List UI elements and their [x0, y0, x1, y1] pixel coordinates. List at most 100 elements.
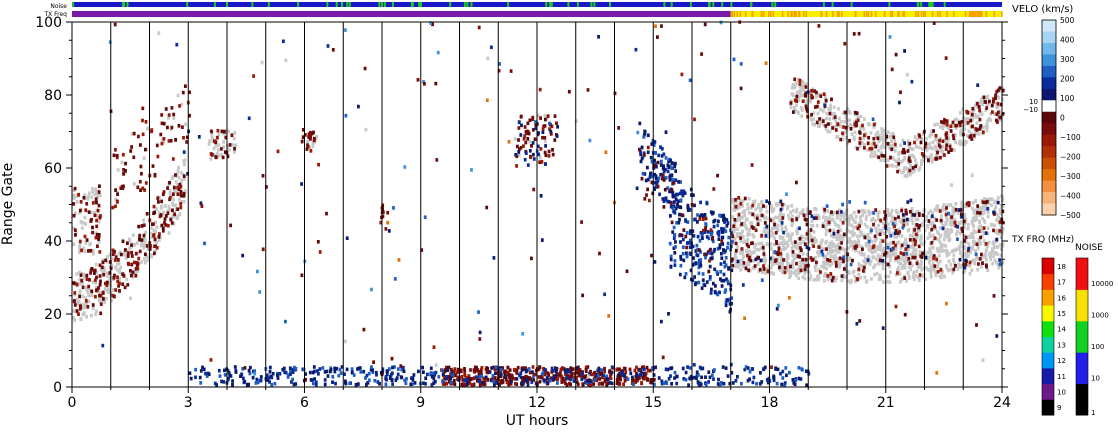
scatter-cell — [906, 244, 910, 249]
scatter-cell — [648, 175, 652, 180]
scatter-cell — [849, 123, 853, 127]
scatter-cell — [172, 197, 175, 202]
scatter-cell — [890, 163, 894, 168]
scatter-cell — [395, 376, 399, 380]
scatter-cell — [669, 214, 672, 218]
scatter-cell — [699, 382, 703, 387]
scatter-cell — [523, 134, 527, 138]
scatter-cell — [216, 151, 219, 156]
scatter-cell — [746, 366, 750, 370]
scatter-cell — [765, 216, 768, 221]
scatter-cell — [929, 209, 933, 213]
scatter-cell — [769, 242, 773, 246]
scatter-cell — [654, 185, 658, 189]
scatter-cell — [1001, 209, 1005, 214]
scatter-cell — [990, 247, 994, 251]
scatter-cell — [309, 378, 313, 382]
scatter-cell — [746, 207, 750, 211]
scatter-cell — [645, 193, 648, 197]
scatter-cell — [95, 270, 99, 275]
scatter-cell — [976, 267, 979, 272]
scatter-cell — [655, 164, 658, 169]
scatter-cell — [726, 374, 730, 378]
scatter-cell — [217, 132, 221, 137]
scatter-cell — [877, 155, 881, 160]
scatter-cell — [864, 217, 868, 221]
scatter-cell — [912, 155, 916, 159]
scatter-cell — [932, 129, 935, 133]
scatter-cell — [759, 241, 762, 246]
scatter-cell — [949, 124, 953, 128]
scatter-cell — [532, 187, 536, 192]
scatter-cell — [155, 245, 159, 250]
scatter-cell — [712, 187, 716, 191]
scatter-cell — [154, 229, 157, 234]
scatter-cell — [708, 251, 711, 255]
scatter-cell — [544, 153, 548, 157]
scatter-cell — [893, 149, 897, 153]
scatter-cell — [886, 141, 890, 146]
scatter-cell — [907, 274, 911, 279]
scatter-cell — [656, 160, 660, 165]
scatter-cell — [829, 247, 833, 252]
scatter-cell — [171, 208, 174, 213]
scatter-cell — [899, 90, 902, 95]
scatter-cell — [740, 258, 744, 263]
scatter-cell — [222, 145, 225, 149]
scatter-cell — [307, 135, 311, 139]
scatter-cell — [965, 109, 969, 114]
scatter-cell — [642, 367, 646, 372]
scatter-cell — [317, 162, 320, 167]
scatter-cell — [947, 238, 951, 243]
scatter-cell — [485, 366, 489, 370]
scatter-cell — [436, 50, 440, 55]
scatter-cell — [769, 265, 773, 270]
scatter-cell — [974, 199, 977, 203]
scatter-cell — [842, 259, 845, 264]
scatter-cell — [650, 253, 653, 258]
scatter-cell — [661, 355, 665, 360]
scatter-cell — [546, 381, 550, 385]
scatter-cell — [908, 172, 912, 177]
scatter-cell — [692, 363, 696, 367]
scatter-cell — [628, 367, 632, 372]
scatter-cell — [569, 377, 573, 382]
scatter-cell — [220, 147, 223, 151]
scatter-cell — [198, 375, 202, 380]
scatter-cell — [883, 129, 886, 133]
scatter-cell — [80, 226, 84, 230]
scatter-cell — [686, 205, 690, 210]
scatter-cell — [560, 380, 564, 384]
scatter-cell — [782, 213, 785, 217]
scatter-cell — [725, 218, 729, 222]
scatter-cell — [736, 227, 739, 231]
scatter-cell — [963, 246, 967, 251]
scatter-cell — [691, 244, 695, 249]
scatter-cell — [863, 133, 866, 137]
scatter-cell — [617, 126, 621, 130]
scatter-cell — [432, 371, 435, 376]
scatter-cell — [933, 123, 936, 127]
scatter-cell — [118, 268, 121, 273]
scatter-cell — [161, 192, 165, 197]
scatter-cell — [857, 115, 860, 120]
scatter-cell — [678, 191, 682, 196]
scatter-cell — [352, 373, 356, 377]
scatter-cell — [903, 150, 906, 155]
scatter-cell — [733, 218, 737, 222]
scatter-cell — [136, 269, 140, 273]
scatter-cell — [780, 256, 784, 260]
scatter-cell — [646, 177, 650, 182]
scatter-cell — [362, 327, 366, 332]
scatter-cell — [733, 204, 736, 208]
scatter-cell — [157, 200, 160, 204]
scatter-cell — [87, 299, 91, 304]
scatter-cell — [807, 239, 811, 244]
scatter-cell — [866, 232, 870, 237]
scatter-cell — [823, 263, 826, 268]
scatter-cell — [516, 144, 519, 149]
scatter-cell — [701, 236, 704, 240]
scatter-cell — [797, 111, 800, 115]
scatter-cell — [184, 84, 187, 88]
scatter-cell — [901, 225, 905, 230]
